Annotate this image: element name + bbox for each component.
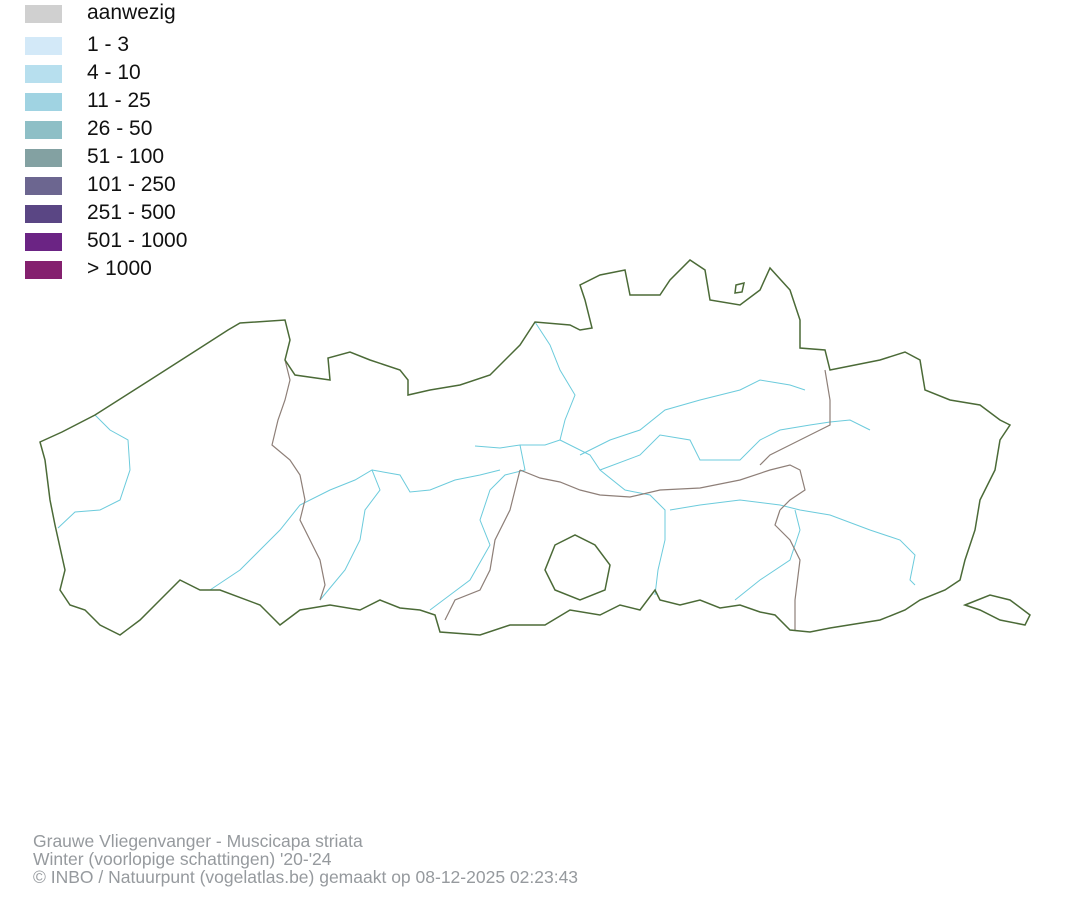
river xyxy=(371,469,501,493)
river xyxy=(209,469,381,601)
legend-swatch xyxy=(25,65,62,83)
river xyxy=(669,499,916,586)
credit-text: © INBO / Natuurpunt (vogelatlas.be) gema… xyxy=(33,867,579,887)
river xyxy=(559,439,666,596)
brussels-border xyxy=(544,534,611,601)
island-border xyxy=(734,281,745,294)
legend-swatch xyxy=(25,177,62,195)
legend-item: 11 - 25 xyxy=(25,89,245,113)
legend-swatch xyxy=(25,121,62,139)
voeren-border xyxy=(962,594,1031,626)
legend-label: 51 - 100 xyxy=(87,145,165,168)
flanders-border xyxy=(39,259,1012,636)
legend-label: aanwezig xyxy=(87,1,176,24)
river xyxy=(57,414,131,529)
river xyxy=(734,509,801,601)
legend-label: 11 - 25 xyxy=(87,89,151,112)
legend-item: 101 - 250 xyxy=(25,173,245,197)
legend-label: 1 - 3 xyxy=(87,33,130,56)
map-footer: Grauwe Vliegenvanger - Muscicapa striata… xyxy=(33,832,578,886)
legend-swatch xyxy=(25,149,62,167)
legend-swatch xyxy=(25,37,62,55)
legend-label: 101 - 250 xyxy=(87,173,176,196)
river xyxy=(429,444,526,611)
legend-swatch xyxy=(25,5,62,23)
province-border-antwerp-limburg xyxy=(759,369,831,466)
province-border-antwerp-south xyxy=(519,464,806,511)
legend-label: > 1000 xyxy=(87,257,152,280)
legend-swatch xyxy=(25,205,62,223)
province-border-west-east xyxy=(271,359,326,601)
species-title: Grauwe Vliegenvanger - Muscicapa striata xyxy=(33,831,363,851)
river xyxy=(599,419,871,471)
river xyxy=(474,321,576,449)
legend-swatch xyxy=(25,261,62,279)
legend-item: 251 - 500 xyxy=(25,201,245,225)
river xyxy=(579,379,806,456)
legend-label: 501 - 1000 xyxy=(87,229,188,252)
legend-swatch xyxy=(25,93,62,111)
legend-swatch xyxy=(25,233,62,251)
period-subtitle: Winter (voorlopige schattingen) '20-'24 xyxy=(33,849,332,869)
province-border-brabant-limburg xyxy=(774,509,801,630)
legend-label: 251 - 500 xyxy=(87,201,176,224)
legend-label: 4 - 10 xyxy=(87,61,141,84)
legend-item: 1 - 3 xyxy=(25,33,245,57)
legend-item: > 1000 xyxy=(25,257,245,281)
province-border-east-brabant xyxy=(444,469,521,621)
legend-item: 4 - 10 xyxy=(25,61,245,85)
legend-item: aanwezig xyxy=(25,1,245,25)
legend-item: 501 - 1000 xyxy=(25,229,245,253)
legend-label: 26 - 50 xyxy=(87,117,153,140)
legend-item: 26 - 50 xyxy=(25,117,245,141)
legend-item: 51 - 100 xyxy=(25,145,245,169)
